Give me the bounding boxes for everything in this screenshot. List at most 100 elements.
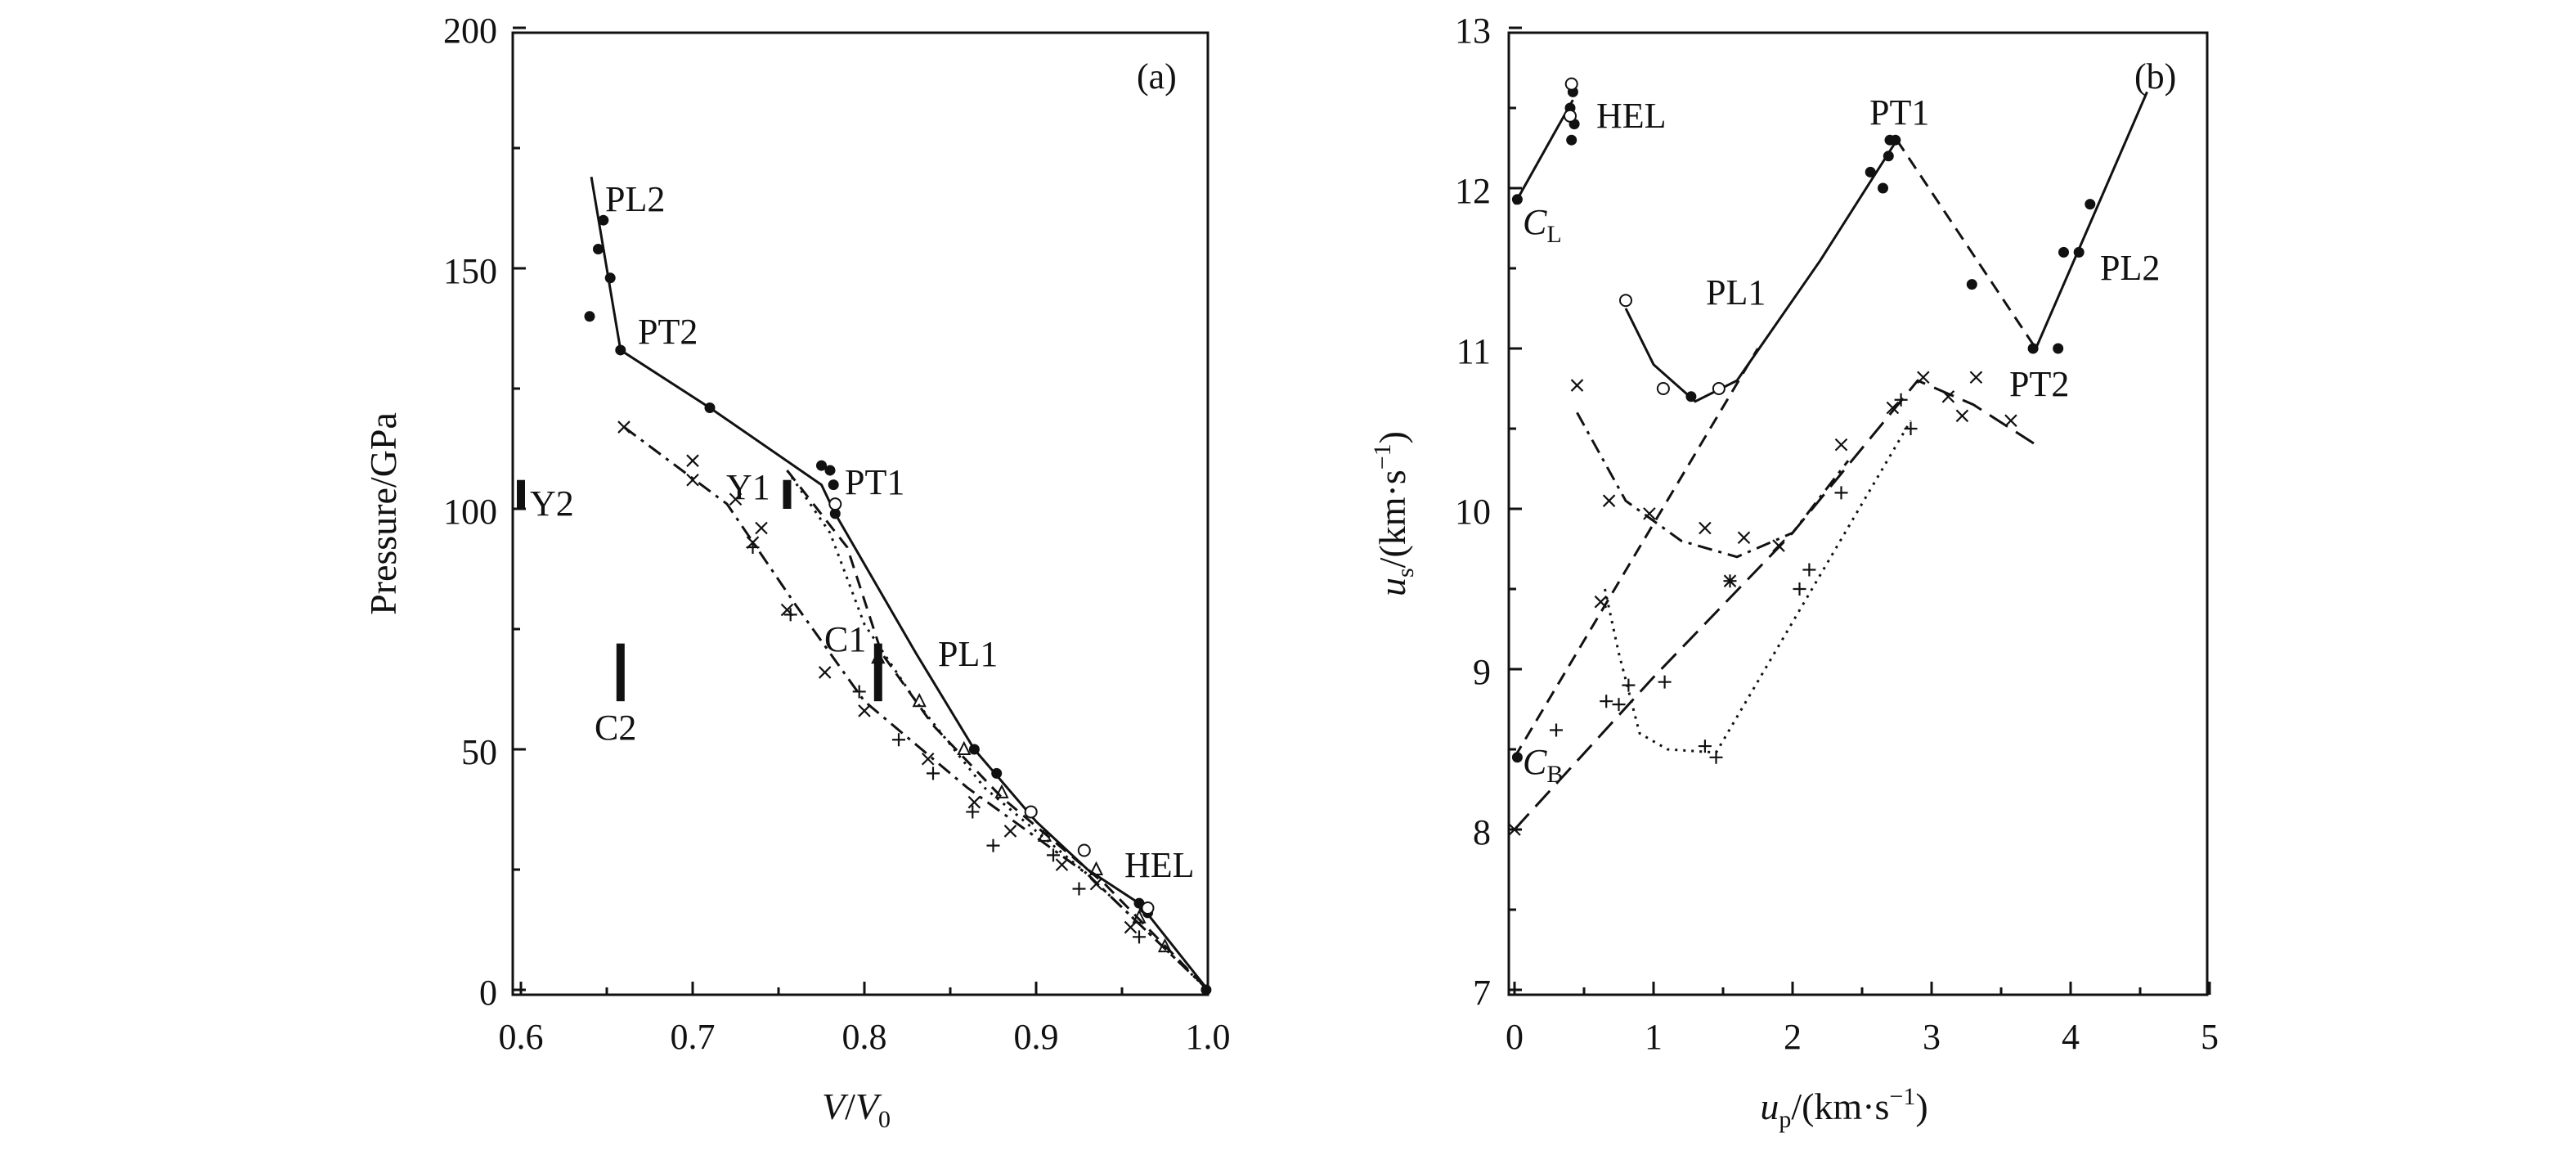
panel-a-ticks bbox=[513, 26, 1209, 995]
a-point-plus-8 bbox=[1072, 882, 1086, 896]
a-marker-c2 bbox=[616, 643, 625, 702]
a-series-2-dotted bbox=[786, 470, 1209, 991]
b-xlabel: up/(km·s−1) bbox=[1760, 1083, 1928, 1133]
a-point-triangle-6 bbox=[1132, 909, 1147, 924]
b-point-cross-12 bbox=[1508, 823, 1521, 836]
b-series-2-dashed bbox=[1896, 139, 2037, 349]
b-point-plus-4 bbox=[1658, 675, 1672, 689]
panel-b-plot-frame bbox=[1507, 31, 2209, 996]
b-point-plus-2 bbox=[1612, 698, 1626, 712]
a-point-dot-5 bbox=[704, 402, 716, 414]
b-annot-cl: CL bbox=[1523, 202, 1562, 248]
b-point-dot-16 bbox=[2085, 199, 2096, 210]
b-xtick-label-5: 5 bbox=[2201, 1017, 2219, 1057]
a-point-cross-13 bbox=[1089, 877, 1103, 891]
b-point-cross-13 bbox=[1594, 595, 1608, 609]
b-point-plus-3 bbox=[1622, 678, 1636, 692]
b-point-dot-13 bbox=[2053, 343, 2064, 354]
a-annot-pl2: PL2 bbox=[605, 179, 665, 219]
a-point-triangle-7 bbox=[1157, 937, 1173, 953]
b-point-cross-2 bbox=[1643, 507, 1656, 520]
a-xtick-label-0.8: 0.8 bbox=[842, 1017, 887, 1057]
b-point-cross-10 bbox=[1969, 371, 1983, 384]
a-ytick-label-100: 100 bbox=[443, 492, 497, 532]
b-ytick-label-8: 8 bbox=[1473, 812, 1491, 852]
b-point-dot-14 bbox=[2058, 246, 2069, 258]
panel-a-label: (a) bbox=[1137, 56, 1177, 97]
b-annot-pt1: PT1 bbox=[1869, 92, 1929, 133]
b-point-cross-6 bbox=[1886, 401, 1900, 415]
b-ytick-label-10: 10 bbox=[1455, 492, 1491, 532]
a-point-cross-7 bbox=[818, 666, 832, 679]
b-annot-hel: HEL bbox=[1596, 96, 1667, 136]
a-point-cross-2 bbox=[686, 473, 699, 487]
a-annot-pt1: PT1 bbox=[845, 462, 904, 502]
a-series-0-solid bbox=[590, 177, 1209, 991]
b-annot-pl2: PL2 bbox=[2100, 248, 2160, 288]
b-series-5-dash-dot bbox=[1576, 411, 1850, 559]
a-xlabel: V/V0 bbox=[822, 1086, 891, 1133]
a-point-dot-15 bbox=[1200, 984, 1212, 996]
b-point-cross-9 bbox=[1955, 409, 1969, 423]
a-point-dot-1 bbox=[593, 243, 604, 254]
b-xtick-label-1: 1 bbox=[1645, 1017, 1663, 1057]
a-point-dot-6 bbox=[816, 460, 827, 471]
a-point-dot-10 bbox=[968, 744, 980, 755]
a-marker-y1 bbox=[783, 479, 792, 509]
b-point-plus-8 bbox=[1802, 563, 1816, 577]
a-point-dot-3 bbox=[584, 311, 595, 322]
b-xtick-label-4: 4 bbox=[2062, 1017, 2080, 1057]
b-point-cross-3 bbox=[1699, 521, 1712, 535]
b-point-plus-9 bbox=[1834, 486, 1848, 500]
b-point-dot-17 bbox=[1511, 752, 1523, 763]
a-ytick-label-150: 150 bbox=[443, 251, 497, 291]
a-point-dot-8 bbox=[828, 479, 839, 491]
b-point-dot-15 bbox=[2073, 246, 2085, 258]
b-point-plus-7 bbox=[1793, 582, 1806, 596]
b-point-plus-10 bbox=[1894, 393, 1908, 407]
b-point-cross-8 bbox=[1941, 390, 1955, 403]
b-point-circle-1 bbox=[1619, 294, 1632, 308]
b-xtick-label-0: 0 bbox=[1506, 1017, 1524, 1057]
panel-a-series bbox=[590, 177, 1209, 991]
panel-a-plot-frame bbox=[511, 31, 1209, 996]
a-ytick-label-50: 50 bbox=[461, 732, 497, 772]
a-marker-c1 bbox=[873, 643, 882, 702]
b-point-plus-1 bbox=[1600, 695, 1613, 708]
a-point-cross-5 bbox=[755, 521, 768, 535]
panel-b: (b) 7 8 9 10 11 12 13 0 1 2 3 4 5 us/(km… bbox=[1369, 11, 2219, 1133]
a-point-plus-3 bbox=[892, 733, 905, 747]
a-annot-y2: Y2 bbox=[530, 483, 574, 524]
a-xtick-label-0.6: 0.6 bbox=[499, 1017, 544, 1057]
b-point-dot-5 bbox=[1685, 391, 1697, 402]
a-point-cross-0 bbox=[617, 420, 631, 434]
panel-b-label: (b) bbox=[2134, 56, 2176, 97]
a-point-dot-11 bbox=[991, 767, 1003, 779]
b-ytick-label-11: 11 bbox=[1456, 331, 1491, 371]
a-point-triangle-4 bbox=[1037, 827, 1052, 842]
a-point-plus-1 bbox=[783, 608, 797, 622]
a-point-plus-5 bbox=[966, 805, 980, 819]
b-point-dot-7 bbox=[1878, 182, 1888, 194]
b-point-dot-8 bbox=[1883, 151, 1894, 162]
a-point-cross-3 bbox=[729, 492, 743, 506]
b-point-circle-0 bbox=[1564, 77, 1578, 91]
b-series-6-long-dash bbox=[1513, 379, 2037, 831]
b-point-circle-4 bbox=[1564, 109, 1577, 123]
panel-a-markers bbox=[517, 479, 882, 702]
a-point-dot-0 bbox=[598, 214, 609, 226]
a-point-plus-9 bbox=[1133, 930, 1146, 944]
a-point-circle-1 bbox=[1077, 843, 1091, 857]
panel-b-ticks bbox=[1509, 26, 2211, 995]
b-point-cross-5 bbox=[1834, 438, 1848, 452]
a-annot-y1: Y1 bbox=[726, 467, 770, 507]
a-point-triangle-2 bbox=[957, 740, 972, 755]
b-ylabel: us/(km·s−1) bbox=[1369, 431, 1419, 596]
b-point-dot-10 bbox=[1890, 134, 1901, 146]
a-point-circle-2 bbox=[1141, 901, 1155, 915]
b-point-plus-0 bbox=[1550, 723, 1563, 737]
b-point-cross-4 bbox=[1737, 531, 1751, 545]
b-point-dot-12 bbox=[2027, 343, 2039, 354]
b-point-circle-3 bbox=[1712, 382, 1726, 395]
b-point-dot-11 bbox=[1966, 279, 1977, 290]
